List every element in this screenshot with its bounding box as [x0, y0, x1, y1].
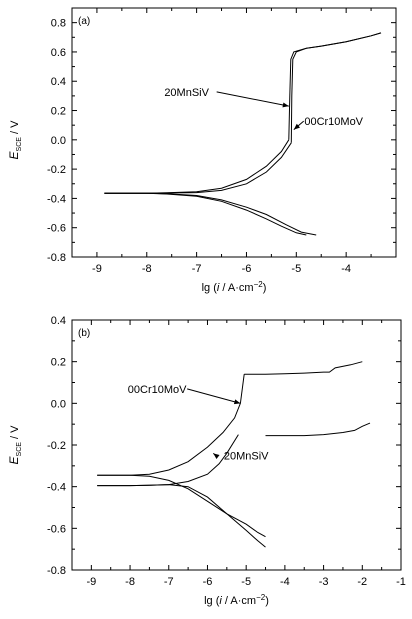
- panel-a-frame: [71, 7, 397, 258]
- panel-b-series-00Cr10MoV-curve-0: [97, 374, 245, 476]
- panel-b-xtick-label: -4: [280, 576, 290, 588]
- panel-b-annotation-arrowhead: [233, 399, 241, 405]
- panel-b-xlabel: lg (i / A·cm−2): [204, 593, 269, 607]
- panel-b-xtick-label: -1: [396, 576, 406, 588]
- panel-b-series-20MnSiV-curve-1: [265, 422, 371, 437]
- panel-b-ytick-label: -0.8: [47, 565, 66, 577]
- panel-a-ytick-label: 0.2: [51, 106, 66, 118]
- panel-b-ytick-label: -0.4: [47, 482, 66, 494]
- panel-b-ylabel: ESCE / V: [7, 425, 23, 465]
- panel-a-ytick-label: 0.6: [51, 47, 66, 59]
- panel-a-annotation-arrowhead: [293, 123, 301, 130]
- panel-b-annotation-label: 00Cr10MoV: [128, 384, 187, 396]
- panel-a-ytick-label: 0.8: [51, 18, 66, 30]
- panel-b-series-00Cr10MoV-curve-1: [244, 361, 363, 375]
- panel-a-xtick-label: -9: [92, 263, 102, 275]
- panel-a-ylabel: ESCE / V: [7, 120, 23, 160]
- panel-a-series-20MnSiV-curve-2: [104, 192, 307, 236]
- panel-b-xtick-label: -8: [125, 576, 135, 588]
- panel-a-annotation-arrow: [216, 91, 289, 107]
- panel-a-ytick-label: -0.6: [47, 223, 66, 235]
- panel-a-xtick-label: -5: [291, 263, 301, 275]
- panel-b-ytick-label: -0.6: [47, 523, 66, 535]
- panel-a-xtick-label: -4: [341, 263, 351, 275]
- panel-b-xtick-label: -7: [164, 576, 174, 588]
- panel-a-xtick-label: -7: [192, 263, 202, 275]
- panel-b-ytick-label: -0.2: [47, 440, 66, 452]
- panel-a-ytick-label: 0.0: [51, 135, 66, 147]
- panel-a-ytick-label: -0.8: [47, 252, 66, 264]
- panel-b-annotation-arrowhead: [213, 453, 220, 459]
- panel-b-frame: [71, 319, 402, 571]
- panel-b-series-20MnSiV-curve-0: [97, 434, 239, 487]
- panel-b-xtick-label: -3: [319, 576, 329, 588]
- panel-b-xtick-label: -9: [86, 576, 96, 588]
- panel-a-annotation-label: 00Cr10MoV: [304, 116, 363, 128]
- panel-a-xlabel: lg (i / A·cm−2): [202, 280, 267, 294]
- panel-a-ytick-label: 0.4: [51, 76, 66, 88]
- panel-b-label: (b): [78, 328, 90, 339]
- panel-b-series-00Cr10MoV-curve-2: [97, 474, 266, 538]
- panel-b-xtick-label: -2: [357, 576, 367, 588]
- panel-a-series-00Cr10MoV-curve-1: [290, 32, 382, 143]
- panel-b-xtick-label: -5: [241, 576, 251, 588]
- panel-b-annotation-arrow: [187, 388, 241, 404]
- panel-a-annotation-label: 20MnSiV: [164, 87, 209, 99]
- panel-a-xtick-label: -8: [142, 263, 152, 275]
- panel-b-ytick-label: 0.4: [51, 315, 66, 327]
- panel-a-annotation-arrowhead: [282, 102, 289, 108]
- panel-a-ytick-label: -0.4: [47, 193, 66, 205]
- panel-b-series-20MnSiV-curve-2: [97, 484, 266, 548]
- panel-b-xtick-label: -6: [203, 576, 213, 588]
- panel-a-series-00Cr10MoV-curve-2: [104, 192, 317, 236]
- panel-a-ytick-label: -0.2: [47, 164, 66, 176]
- panel-b-ytick-label: 0.0: [51, 398, 66, 410]
- panel-b-annotation-label: 20MnSiV: [224, 451, 269, 463]
- panel-a-xtick-label: -6: [242, 263, 252, 275]
- panel-a-label: (a): [78, 16, 90, 27]
- panel-a-series-20MnSiV-curve-0: [104, 139, 290, 194]
- panel-b-ytick-label: 0.2: [51, 357, 66, 369]
